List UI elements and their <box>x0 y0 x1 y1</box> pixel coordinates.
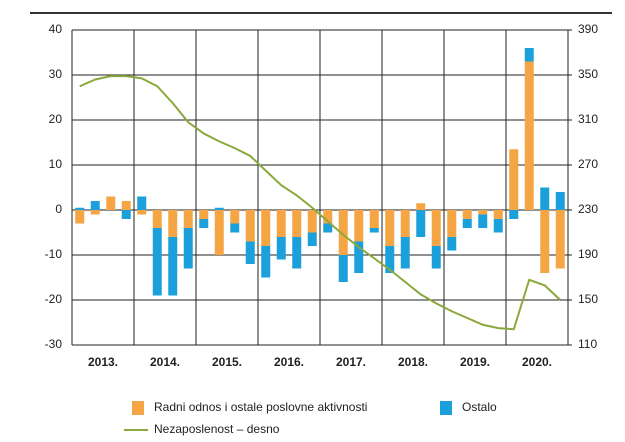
bar <box>323 210 333 224</box>
bar <box>431 246 441 269</box>
bar <box>354 210 364 242</box>
bar <box>276 237 286 260</box>
bar <box>276 210 286 237</box>
bar <box>183 210 193 228</box>
bar <box>524 48 534 62</box>
bar <box>540 210 550 273</box>
x-tick-label: 2014. <box>150 355 180 369</box>
bar <box>400 210 410 237</box>
bar <box>106 196 116 210</box>
bar <box>416 203 426 210</box>
x-tick-label: 2015. <box>212 355 242 369</box>
bar <box>90 210 100 215</box>
bar <box>214 207 224 210</box>
bar <box>307 210 317 233</box>
bar <box>400 237 410 269</box>
y-tick-label: 30 <box>49 67 63 81</box>
bar <box>369 228 379 233</box>
bar <box>121 201 131 210</box>
y2-tick-label: 190 <box>578 247 598 261</box>
bar <box>540 187 550 210</box>
bar <box>478 210 488 215</box>
bar <box>137 210 147 215</box>
legend-swatch <box>440 401 452 415</box>
legend-label: Nezaposlenost – desno <box>154 422 280 436</box>
bar <box>555 192 565 210</box>
x-tick-label: 2013. <box>88 355 118 369</box>
y-tick-label: 20 <box>49 112 63 126</box>
legend-label: Radni odnos i ostale poslovne aktivnosti <box>154 400 367 414</box>
bar <box>152 228 162 296</box>
x-tick-label: 2019. <box>460 355 490 369</box>
bar <box>447 237 457 251</box>
bar <box>462 210 472 219</box>
bar <box>261 210 271 246</box>
y-tick-label: 10 <box>49 157 63 171</box>
bar <box>292 237 302 269</box>
bar <box>447 210 457 237</box>
bar <box>261 246 271 278</box>
y-tick-label: 40 <box>49 22 63 36</box>
bar <box>493 210 503 219</box>
bar <box>323 223 333 233</box>
bar <box>524 61 534 210</box>
x-tick-label: 2017. <box>336 355 366 369</box>
bar <box>199 210 209 219</box>
bar <box>199 219 209 228</box>
bar <box>183 228 193 269</box>
y2-tick-label: 350 <box>578 67 598 81</box>
y-tick-label: 0 <box>55 202 62 216</box>
bar <box>478 214 488 228</box>
line-series <box>79 75 561 331</box>
bar <box>245 241 255 264</box>
y2-tick-label: 310 <box>578 112 598 126</box>
y2-tick-label: 270 <box>578 157 598 171</box>
bar <box>121 210 131 219</box>
bar <box>493 219 503 233</box>
bar <box>168 237 178 296</box>
bar <box>152 210 162 228</box>
bar <box>338 255 348 282</box>
bar <box>385 210 395 246</box>
y-tick-label: -20 <box>45 292 63 306</box>
x-tick-label: 2020. <box>522 355 552 369</box>
y2-tick-label: 150 <box>578 292 598 306</box>
bar <box>137 196 147 210</box>
bar <box>245 210 255 242</box>
legend-swatch <box>132 401 144 415</box>
bar <box>354 241 364 273</box>
bar <box>214 210 224 255</box>
y2-tick-label: 390 <box>578 22 598 36</box>
bar <box>431 210 441 246</box>
bar <box>75 210 85 224</box>
bar <box>75 207 85 210</box>
bar <box>385 246 395 273</box>
bar <box>307 232 317 246</box>
bar <box>292 210 302 237</box>
bar <box>230 210 240 224</box>
bar <box>509 149 519 210</box>
x-tick-label: 2016. <box>274 355 304 369</box>
x-tick-label: 2018. <box>398 355 428 369</box>
bar <box>462 219 472 228</box>
y2-tick-label: 110 <box>578 337 597 351</box>
bar <box>555 210 565 269</box>
y-tick-label: -10 <box>45 247 63 261</box>
bar <box>369 210 379 228</box>
bar <box>90 201 100 210</box>
legend-label: Ostalo <box>462 400 497 414</box>
y2-tick-label: 230 <box>578 202 598 216</box>
y-tick-label: -30 <box>45 337 63 351</box>
bar <box>509 210 519 219</box>
bar <box>168 210 178 237</box>
bar <box>230 223 240 233</box>
bar <box>416 210 426 237</box>
bar <box>338 210 348 255</box>
